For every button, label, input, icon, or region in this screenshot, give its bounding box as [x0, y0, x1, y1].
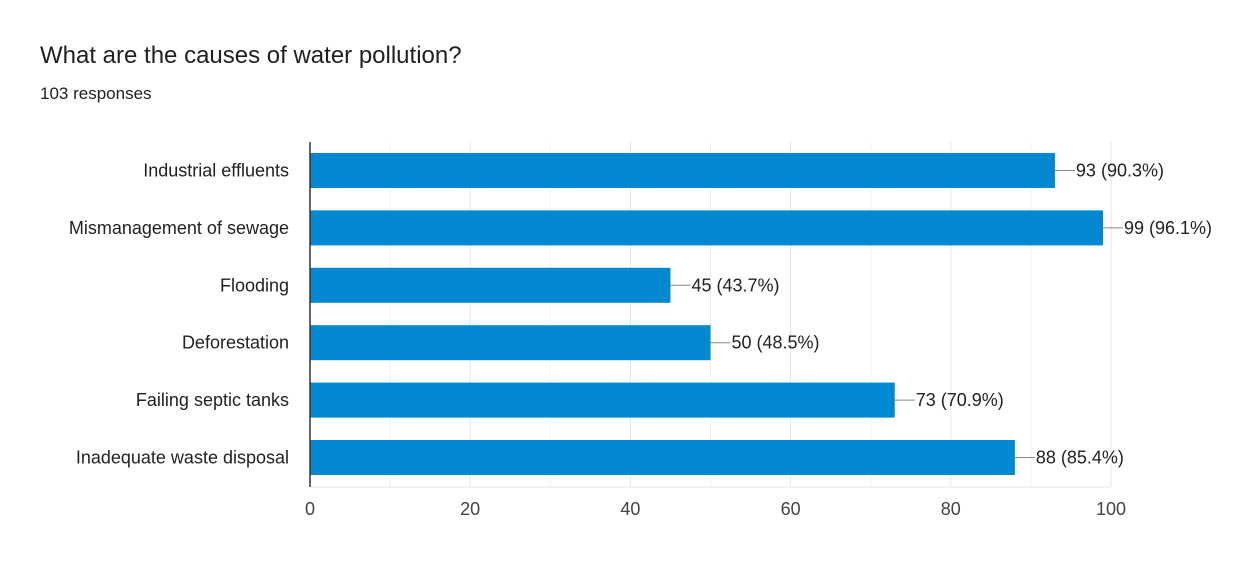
bar	[310, 382, 895, 418]
chart-title: What are the causes of water pollution?	[40, 42, 462, 69]
x-tick-label: 40	[620, 499, 640, 519]
value-label: 88 (85.4%)	[1036, 448, 1124, 468]
bar	[310, 210, 1103, 246]
category-label: Flooding	[220, 275, 289, 295]
x-tick-label: 0	[305, 499, 315, 519]
x-tick-label: 60	[781, 499, 801, 519]
category-label: Industrial effluents	[143, 161, 289, 181]
category-label: Inadequate waste disposal	[76, 448, 289, 468]
labels: 93 (90.3%) Industrial effluents 99 (96.1%)…	[69, 161, 1212, 520]
x-tick-label: 80	[941, 499, 961, 519]
bar	[310, 440, 1015, 475]
category-label: Mismanagement of sewage	[69, 218, 289, 238]
x-tick-label: 100	[1096, 499, 1126, 519]
bars	[310, 153, 1123, 475]
category-label: Failing septic tanks	[136, 390, 289, 410]
value-label: 93 (90.3%)	[1076, 161, 1164, 181]
bar	[310, 325, 711, 361]
value-label: 73 (70.9%)	[916, 390, 1004, 410]
value-label: 99 (96.1%)	[1124, 218, 1212, 238]
bar	[310, 153, 1055, 188]
category-label: Deforestation	[182, 333, 289, 353]
grid-lines	[310, 142, 1112, 488]
response-count: 103 responses	[40, 84, 152, 103]
value-label: 45 (43.7%)	[691, 275, 779, 295]
x-tick-label: 20	[460, 499, 480, 519]
value-label: 50 (48.5%)	[732, 333, 820, 353]
bar	[310, 267, 671, 303]
